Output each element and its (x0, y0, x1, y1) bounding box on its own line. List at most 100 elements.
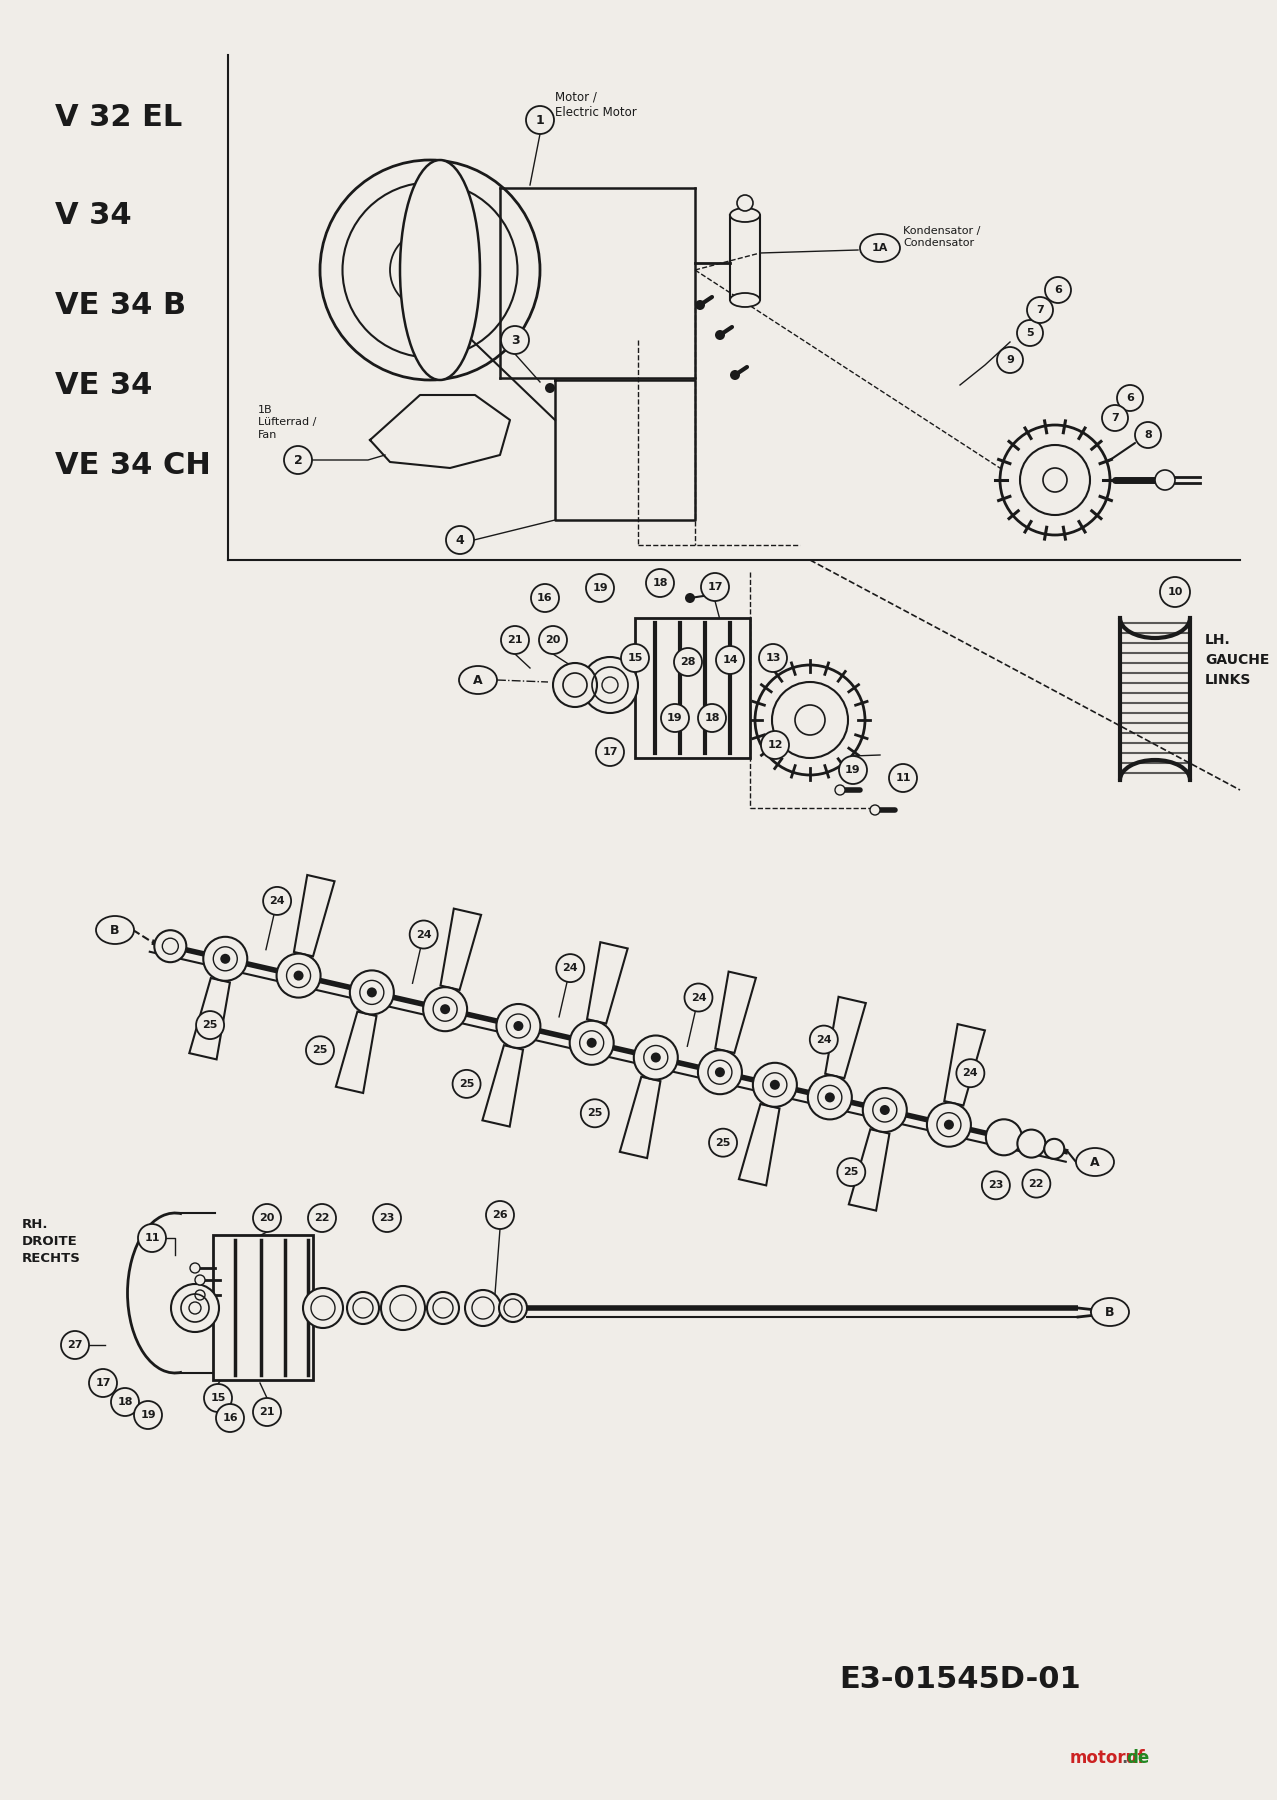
Circle shape (134, 1400, 162, 1429)
Circle shape (1045, 1139, 1064, 1159)
Text: A: A (474, 673, 483, 686)
Circle shape (753, 1062, 797, 1107)
Circle shape (197, 1012, 223, 1039)
Circle shape (695, 301, 705, 310)
Text: 16: 16 (538, 592, 553, 603)
Text: A: A (1091, 1156, 1099, 1168)
Circle shape (553, 662, 598, 707)
Text: 25: 25 (715, 1138, 730, 1148)
Circle shape (513, 1021, 524, 1031)
Ellipse shape (96, 916, 134, 943)
Circle shape (986, 1120, 1022, 1156)
Text: 9: 9 (1006, 355, 1014, 365)
Circle shape (531, 583, 559, 612)
Circle shape (347, 1292, 379, 1325)
Text: 7: 7 (1036, 304, 1043, 315)
Circle shape (674, 648, 702, 677)
Text: motoruf: motoruf (1070, 1750, 1145, 1768)
Circle shape (306, 1037, 335, 1064)
Circle shape (835, 785, 845, 796)
Text: Motor /
Electric Motor: Motor / Electric Motor (555, 92, 637, 119)
Circle shape (526, 106, 554, 133)
Circle shape (204, 1384, 232, 1411)
Circle shape (501, 626, 529, 653)
Text: 26: 26 (492, 1210, 508, 1220)
Text: 20: 20 (545, 635, 561, 644)
Text: 8: 8 (1144, 430, 1152, 439)
Circle shape (195, 1291, 206, 1300)
Polygon shape (189, 977, 230, 1060)
Text: 1: 1 (535, 113, 544, 126)
Circle shape (699, 1049, 742, 1094)
Circle shape (283, 446, 312, 473)
Text: 18: 18 (704, 713, 720, 724)
Circle shape (1045, 277, 1071, 302)
Text: 17: 17 (707, 581, 723, 592)
Circle shape (586, 1039, 596, 1048)
Circle shape (539, 626, 567, 653)
Text: 19: 19 (667, 713, 683, 724)
Text: 13: 13 (765, 653, 780, 662)
Polygon shape (825, 997, 866, 1078)
Circle shape (684, 983, 713, 1012)
Circle shape (633, 1035, 678, 1080)
Circle shape (195, 1274, 206, 1285)
Polygon shape (483, 1046, 524, 1127)
Text: 25: 25 (458, 1078, 474, 1089)
Text: 18: 18 (117, 1397, 133, 1408)
Polygon shape (944, 1024, 985, 1105)
Circle shape (111, 1388, 139, 1417)
Text: B: B (110, 923, 120, 936)
Circle shape (651, 1053, 660, 1062)
Text: 17: 17 (603, 747, 618, 758)
Circle shape (499, 1294, 527, 1321)
Circle shape (715, 1067, 725, 1076)
Circle shape (596, 738, 624, 767)
Text: 16: 16 (222, 1413, 238, 1424)
Circle shape (1117, 385, 1143, 410)
Circle shape (308, 1204, 336, 1231)
Text: V 34: V 34 (55, 200, 132, 229)
Circle shape (1027, 297, 1054, 322)
Ellipse shape (730, 293, 760, 308)
Text: .: . (1121, 1750, 1128, 1768)
Text: 25: 25 (844, 1166, 859, 1177)
Circle shape (825, 1093, 835, 1102)
Circle shape (452, 1069, 480, 1098)
Circle shape (381, 1285, 425, 1330)
Circle shape (446, 526, 474, 554)
Circle shape (497, 1004, 540, 1048)
Text: 21: 21 (507, 635, 522, 644)
Circle shape (761, 731, 789, 760)
Text: 19: 19 (140, 1409, 156, 1420)
Polygon shape (587, 941, 628, 1024)
Circle shape (501, 326, 529, 355)
Circle shape (570, 1021, 614, 1066)
Circle shape (366, 988, 377, 997)
Text: 5: 5 (1027, 328, 1034, 338)
Circle shape (755, 664, 865, 776)
Circle shape (1160, 578, 1190, 607)
Polygon shape (619, 1076, 660, 1157)
Circle shape (1094, 1307, 1105, 1318)
Text: 3: 3 (511, 333, 520, 346)
Circle shape (263, 887, 291, 914)
Circle shape (253, 1399, 281, 1426)
Circle shape (1016, 320, 1043, 346)
Text: 1A: 1A (872, 243, 889, 254)
Text: RH.
DROITE
RECHTS: RH. DROITE RECHTS (22, 1219, 80, 1265)
Text: 25: 25 (313, 1046, 328, 1055)
Circle shape (810, 1026, 838, 1053)
Text: 23: 23 (379, 1213, 395, 1222)
Text: 24: 24 (269, 896, 285, 905)
Circle shape (138, 1224, 166, 1253)
Circle shape (889, 763, 917, 792)
Ellipse shape (458, 666, 497, 695)
Text: E3-01545D-01: E3-01545D-01 (839, 1665, 1080, 1694)
Circle shape (927, 1103, 971, 1147)
Text: VE 34 B: VE 34 B (55, 290, 186, 320)
Text: 22: 22 (1028, 1179, 1045, 1188)
Circle shape (582, 657, 638, 713)
Circle shape (253, 1204, 281, 1231)
Circle shape (863, 1087, 907, 1132)
